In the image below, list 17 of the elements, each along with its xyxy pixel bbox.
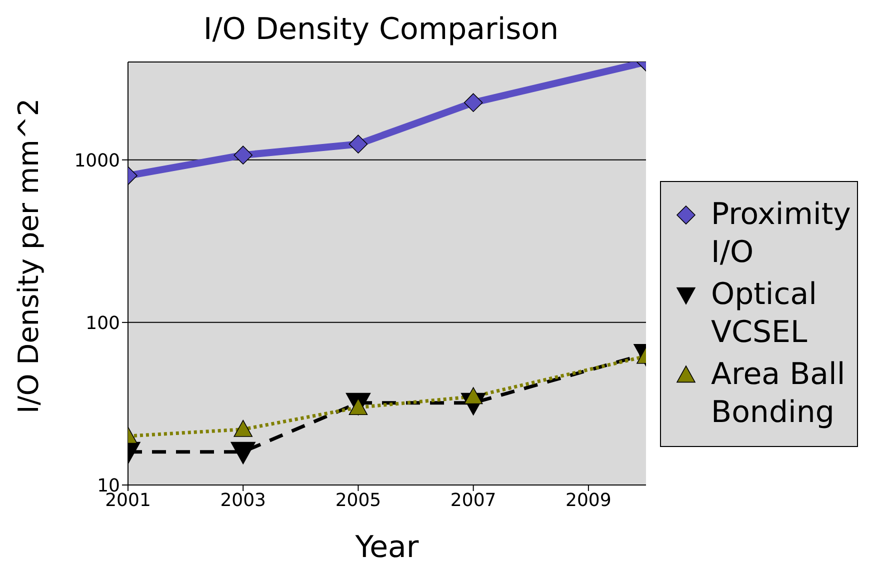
legend-label: Optical VCSEL [711,276,818,352]
legend-label: Proximity I/O [711,196,851,272]
x-axis-title: Year [354,530,420,565]
legend-label: Area Ball Bonding [711,356,846,432]
point [234,420,253,437]
x-tick-label: 2009 [566,490,612,511]
x-tick-label: 2007 [450,490,496,511]
x-tick-label: 2005 [335,490,382,511]
y-tick-label: 1000 [74,150,120,172]
x-tick-label: 2003 [220,490,266,511]
point [230,442,256,464]
y-tick-label: 100 [86,312,120,334]
y-axis-title: I/O Density per mm^2 [12,98,45,414]
point [234,146,253,164]
chart-title: I/O Density Comparison [202,11,560,49]
point [464,93,483,112]
point [348,134,368,154]
